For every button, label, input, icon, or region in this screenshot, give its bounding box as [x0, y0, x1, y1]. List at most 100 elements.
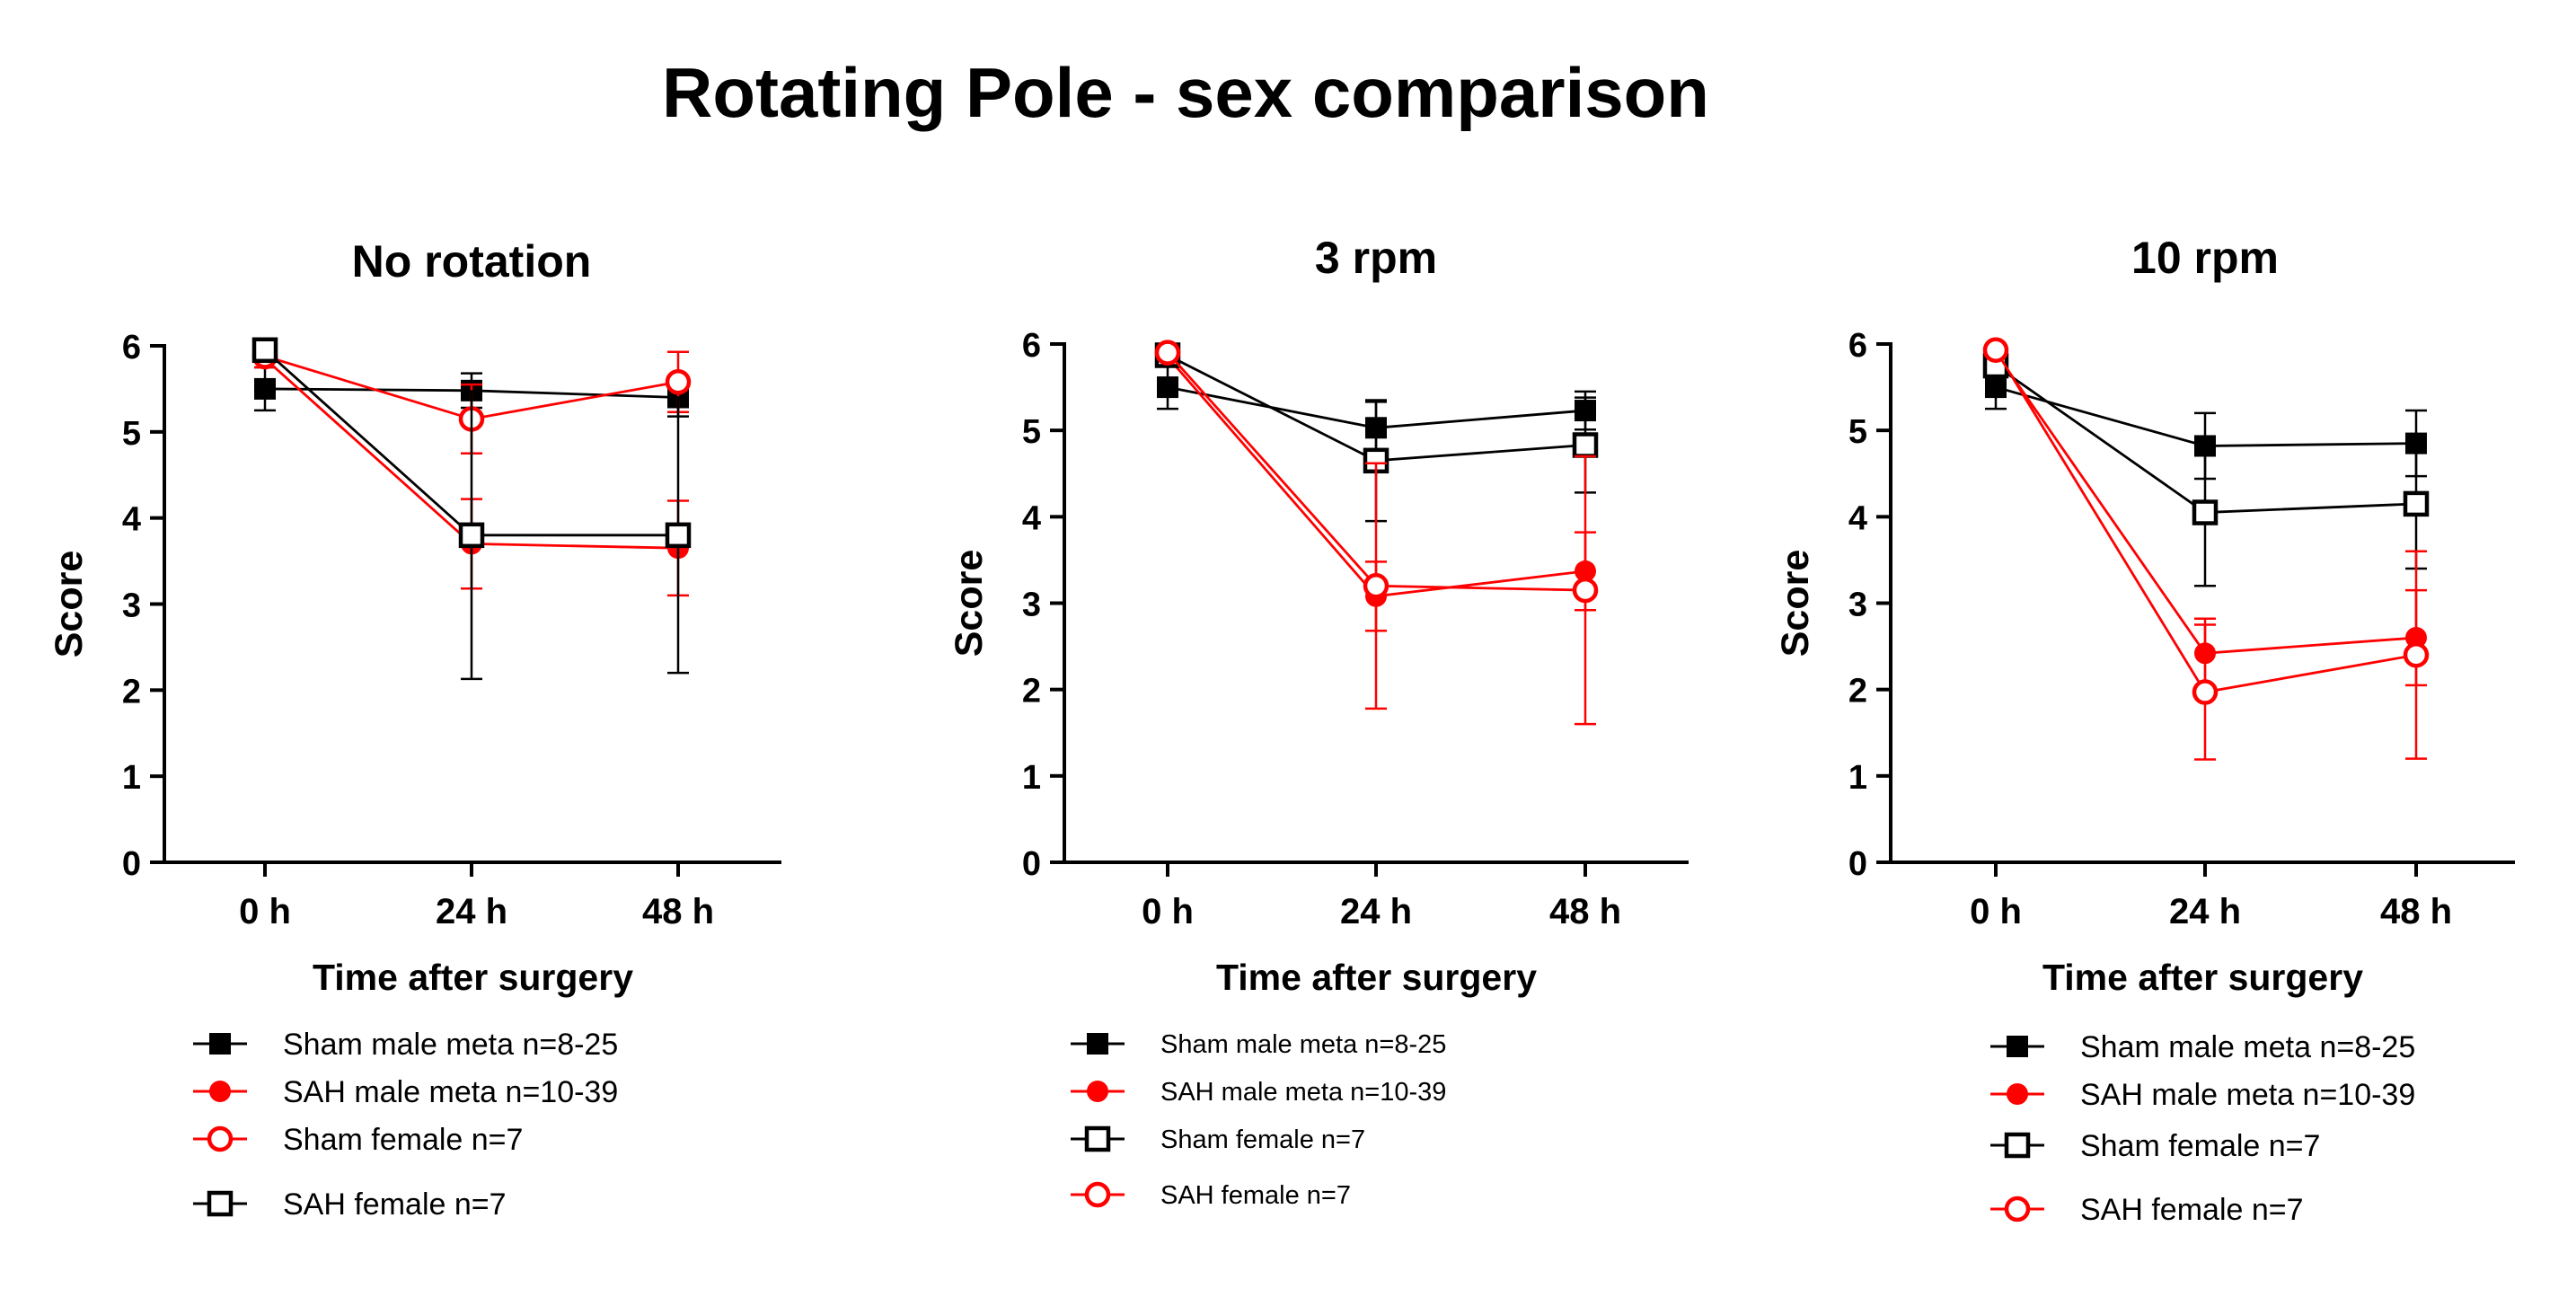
y-tick-label: 2 — [122, 673, 141, 710]
y-tick-label: 5 — [122, 415, 141, 453]
legend-entry-1: Sham male meta n=8-25 — [193, 1028, 618, 1062]
series-3 — [1982, 352, 2430, 587]
legend-marker — [1084, 1125, 1111, 1152]
data-point — [2192, 499, 2219, 525]
legend-label: SAH male meta n=10-39 — [2080, 1078, 2415, 1112]
legend-label: SAH male meta n=10-39 — [283, 1075, 618, 1109]
chart-panel-3: 10 rpm 0 1 2 3 4 5 6 0 h 24 h 48 h Time after surge… — [1774, 233, 2515, 1227]
figure-title: Rotating Pole - sex comparison — [662, 53, 1709, 132]
x-axis-label: Time after surgery — [1216, 957, 1537, 998]
y-tick-label: 5 — [1848, 413, 1867, 451]
chart-title: 10 rpm — [2131, 233, 2279, 283]
y-tick-label: 2 — [1848, 673, 1867, 710]
legend-label: SAH male meta n=10-39 — [1160, 1078, 1446, 1107]
legend-entry-2: SAH male meta n=10-39 — [1071, 1078, 1446, 1107]
x-tick-label: 24 h — [1340, 892, 1412, 931]
legend-marker — [2007, 1036, 2028, 1057]
y-tick-label: 3 — [1022, 587, 1041, 624]
y-tick-label: 6 — [1022, 327, 1041, 365]
legend-label: Sham female n=7 — [2080, 1129, 2320, 1163]
legend-entry-4: SAH female n=7 — [1071, 1181, 1351, 1210]
y-tick-label: 3 — [122, 587, 141, 625]
data-point — [1982, 337, 2009, 363]
data-point — [665, 522, 692, 549]
data-point — [2403, 641, 2430, 668]
legend-entry-3: Sham female n=7 — [1990, 1129, 2320, 1163]
legend-entry-2: SAH male meta n=10-39 — [1990, 1078, 2415, 1112]
y-tick-label: 6 — [1848, 327, 1867, 365]
data-point — [665, 369, 692, 395]
x-tick-label: 48 h — [642, 892, 714, 931]
legend-marker — [207, 1190, 234, 1217]
legend-label: Sham male meta n=8-25 — [2080, 1030, 2415, 1064]
y-tick-label: 1 — [1022, 759, 1041, 797]
y-tick-label: 4 — [122, 501, 141, 539]
x-axis-label: Time after surgery — [2042, 957, 2363, 998]
y-tick-label: 6 — [122, 329, 141, 366]
y-tick-label: 4 — [1022, 499, 1041, 537]
data-point — [251, 337, 278, 364]
x-tick-label: 48 h — [1549, 892, 1621, 931]
chart-title: No rotation — [352, 236, 592, 287]
legend-entry-1: Sham male meta n=8-25 — [1990, 1030, 2415, 1064]
legend-entry-4: SAH female n=7 — [1990, 1193, 2304, 1227]
x-tick-label: 48 h — [2380, 892, 2452, 931]
data-point — [1985, 376, 2007, 399]
chart-panel-2: 3 rpm 0 1 2 3 4 5 6 0 h 24 h 48 h Time after surger… — [948, 233, 1689, 1210]
legend-marker — [1087, 1033, 1108, 1055]
legend-entry-3: Sham female n=7 — [1071, 1125, 1365, 1154]
legend-label: Sham male meta n=8-25 — [283, 1028, 618, 1062]
y-tick-label: 2 — [1022, 673, 1041, 710]
data-point — [1154, 340, 1181, 366]
legend-marker — [2007, 1083, 2028, 1105]
y-tick-label: 0 — [1848, 845, 1867, 883]
data-point — [1363, 573, 1389, 599]
x-tick-label: 0 h — [1142, 892, 1194, 931]
x-tick-label: 0 h — [239, 892, 291, 931]
legend-entry-2: SAH male meta n=10-39 — [193, 1075, 618, 1109]
legend-label: SAH female n=7 — [2080, 1193, 2304, 1227]
y-axis-label: Score — [48, 551, 91, 658]
chart-title: 3 rpm — [1315, 233, 1437, 283]
series-4 — [1982, 337, 2430, 761]
series-4 — [251, 337, 692, 681]
legend-label: SAH female n=7 — [1160, 1181, 1351, 1210]
x-tick-label: 24 h — [2169, 892, 2241, 931]
y-tick-label: 0 — [1022, 845, 1041, 883]
y-tick-label: 3 — [1848, 587, 1867, 624]
y-axis-label: Score — [948, 550, 991, 658]
legend-label: Sham female n=7 — [1160, 1125, 1365, 1154]
legend-entry-3: Sham female n=7 — [193, 1123, 523, 1157]
data-point — [2403, 490, 2430, 517]
legend-marker — [2004, 1132, 2031, 1159]
data-point — [2192, 679, 2219, 705]
legend-marker — [1084, 1181, 1111, 1208]
y-axis-label: Score — [1774, 550, 1817, 658]
legend-marker — [2004, 1196, 2031, 1222]
legend-entry-1: Sham male meta n=8-25 — [1071, 1030, 1446, 1059]
legend-marker — [1087, 1081, 1108, 1102]
y-tick-label: 4 — [1848, 499, 1867, 537]
legend-label: Sham male meta n=8-25 — [1160, 1030, 1446, 1059]
y-tick-label: 1 — [1848, 759, 1867, 797]
data-point — [1572, 577, 1599, 604]
legend-marker — [209, 1081, 231, 1102]
y-tick-label: 1 — [122, 759, 141, 797]
x-tick-label: 0 h — [1970, 892, 2022, 931]
data-point — [1572, 432, 1599, 458]
legend-label: SAH female n=7 — [283, 1187, 507, 1222]
data-point — [1157, 376, 1178, 399]
legend-entry-4: SAH female n=7 — [193, 1187, 507, 1222]
series-4 — [1154, 340, 1599, 726]
data-point — [254, 377, 276, 400]
x-tick-label: 24 h — [436, 892, 507, 931]
legend-marker — [207, 1125, 234, 1152]
legend-label: Sham female n=7 — [283, 1123, 523, 1157]
y-tick-label: 0 — [122, 845, 141, 883]
legend-marker — [209, 1033, 231, 1055]
y-tick-label: 5 — [1022, 413, 1041, 451]
x-axis-label: Time after surgery — [313, 957, 633, 998]
data-point — [458, 522, 485, 549]
